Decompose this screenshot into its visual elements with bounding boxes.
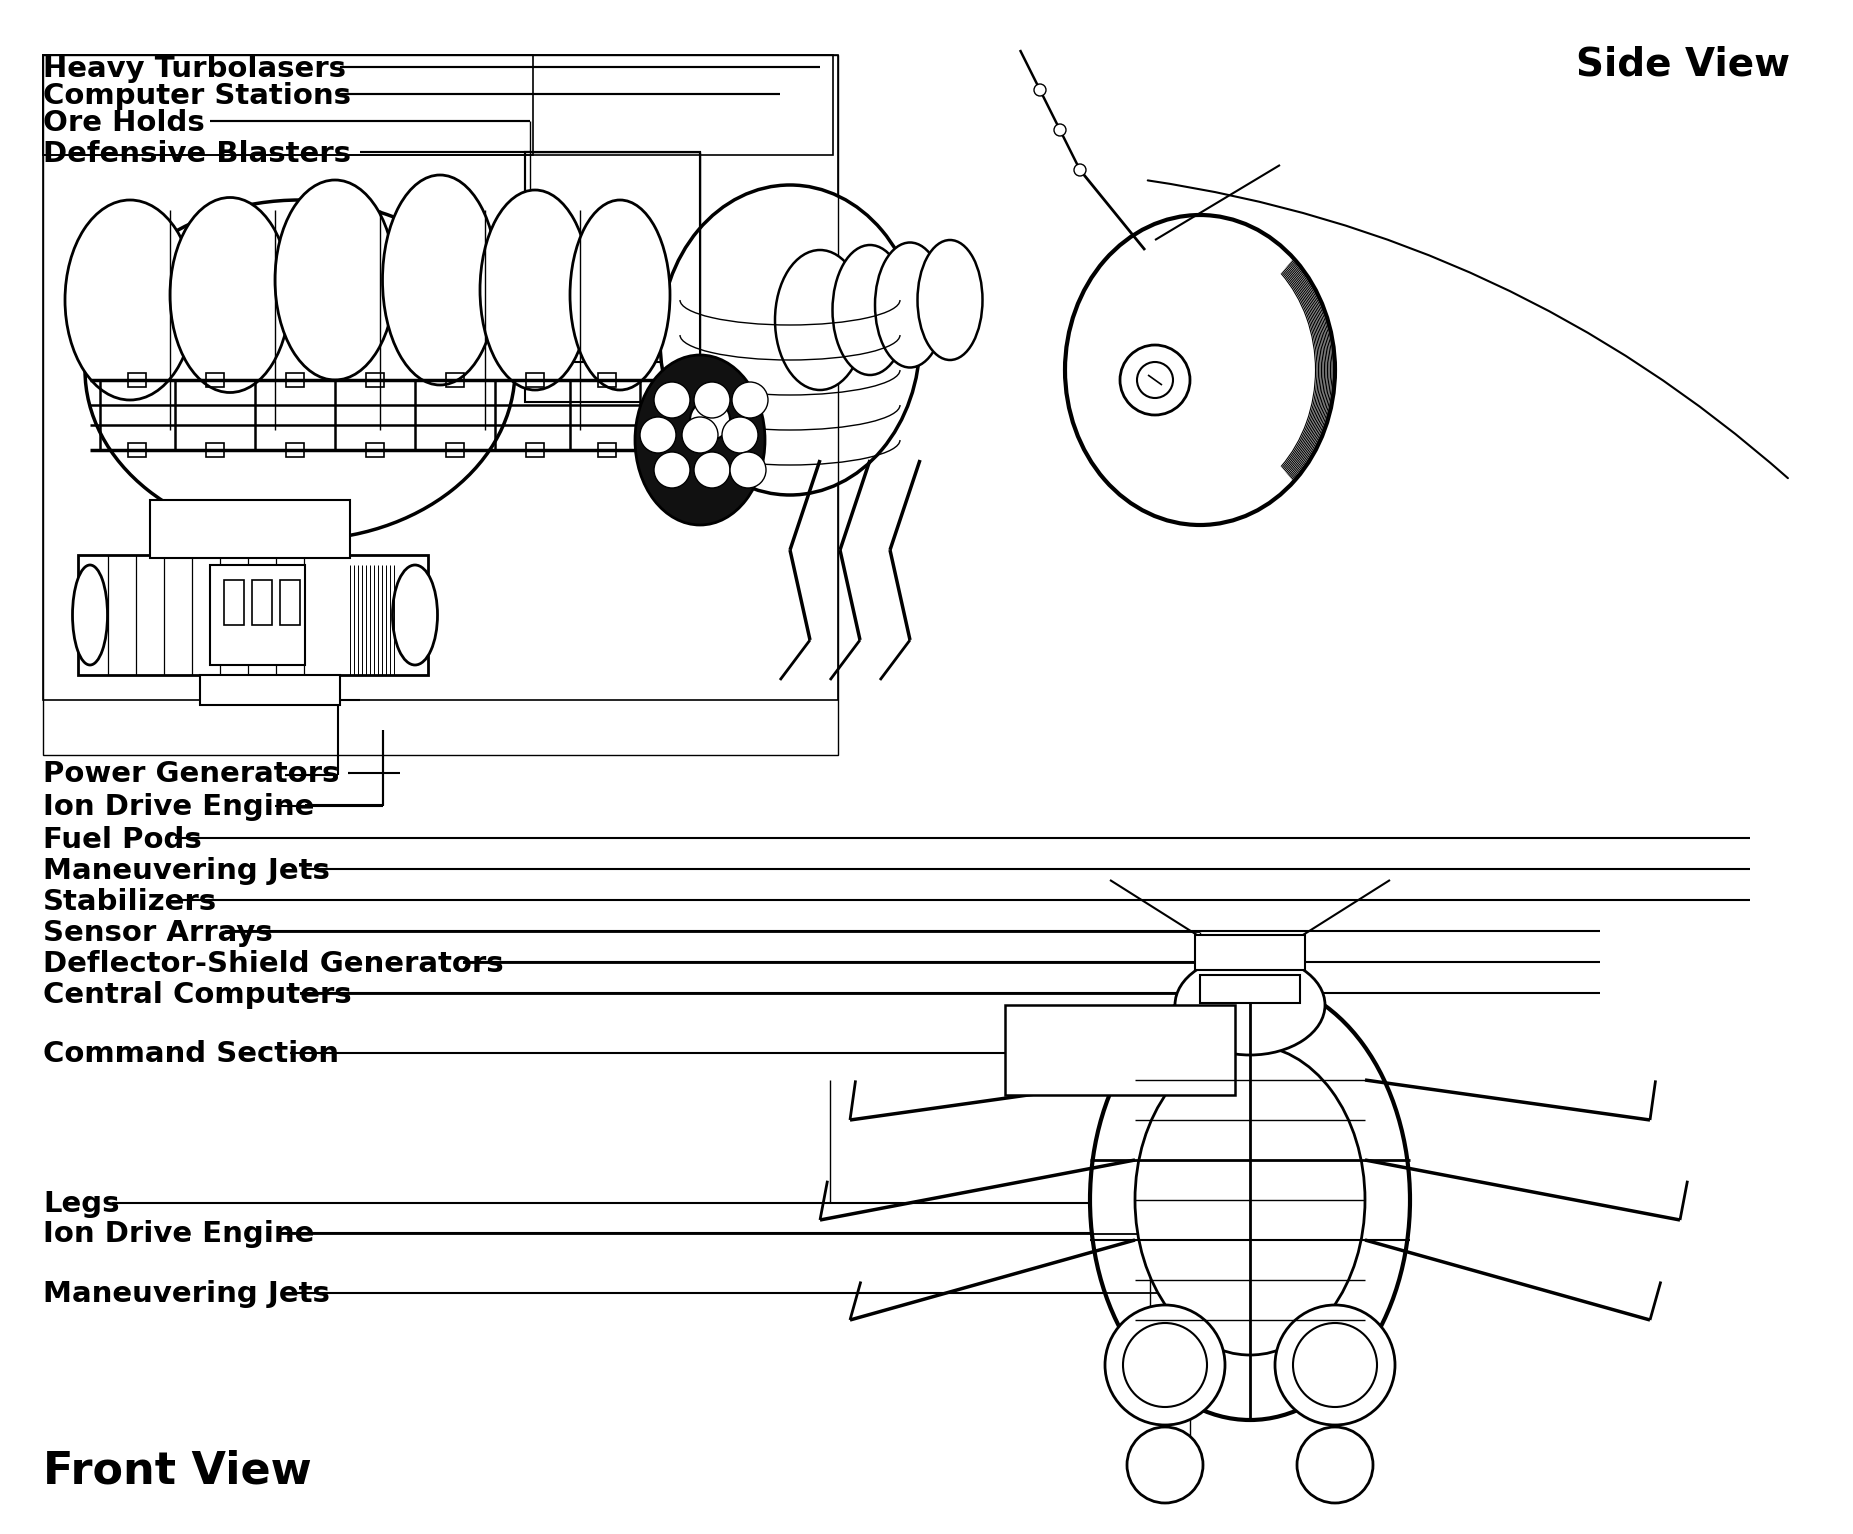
Circle shape — [682, 417, 717, 453]
Bar — [128, 373, 146, 387]
Bar — [526, 443, 545, 457]
Bar — [150, 500, 350, 558]
Bar — [447, 373, 463, 387]
Ellipse shape — [1090, 980, 1410, 1420]
Text: Heavy Turbolasers: Heavy Turbolasers — [43, 55, 347, 83]
Text: Side View: Side View — [1577, 44, 1790, 83]
Bar — [285, 443, 304, 457]
Circle shape — [689, 400, 730, 440]
Bar — [1004, 1005, 1234, 1095]
Bar — [43, 55, 834, 155]
Bar — [367, 373, 384, 387]
Ellipse shape — [660, 186, 919, 495]
Text: Deflector-Shield Generators: Deflector-Shield Generators — [43, 950, 504, 979]
Ellipse shape — [1065, 215, 1334, 525]
Bar — [599, 373, 615, 387]
Ellipse shape — [72, 565, 107, 666]
Bar — [599, 443, 615, 457]
Bar — [447, 443, 463, 457]
Circle shape — [1127, 1427, 1203, 1503]
Bar — [1195, 936, 1305, 969]
Bar — [206, 373, 224, 387]
Bar — [367, 443, 384, 457]
Ellipse shape — [875, 242, 945, 368]
Text: Stabilizers: Stabilizers — [43, 888, 217, 916]
Ellipse shape — [85, 199, 515, 540]
Circle shape — [1034, 84, 1045, 97]
Text: Power Generators: Power Generators — [43, 759, 339, 788]
Ellipse shape — [917, 239, 982, 360]
Circle shape — [1123, 1322, 1206, 1407]
Ellipse shape — [1175, 956, 1325, 1055]
Text: Maneuvering Jets: Maneuvering Jets — [43, 858, 330, 885]
Bar — [200, 675, 339, 706]
Bar — [252, 580, 272, 624]
Circle shape — [1104, 1305, 1225, 1425]
Text: Legs: Legs — [43, 1190, 119, 1218]
Bar — [285, 373, 304, 387]
Bar — [224, 580, 245, 624]
Bar — [78, 555, 428, 675]
Text: Central Computers: Central Computers — [43, 982, 352, 1009]
Circle shape — [730, 453, 765, 488]
Text: Fuel Pods: Fuel Pods — [43, 825, 202, 854]
Ellipse shape — [382, 175, 497, 385]
Ellipse shape — [636, 354, 765, 525]
Bar — [1201, 976, 1301, 1003]
Circle shape — [1119, 345, 1190, 416]
Circle shape — [695, 382, 730, 417]
Circle shape — [1275, 1305, 1395, 1425]
Circle shape — [639, 417, 676, 453]
Circle shape — [723, 417, 758, 453]
Text: Ion Drive Engine: Ion Drive Engine — [43, 793, 315, 821]
Ellipse shape — [393, 565, 437, 666]
Ellipse shape — [1136, 1045, 1366, 1355]
Ellipse shape — [170, 198, 291, 393]
Circle shape — [695, 453, 730, 488]
Bar — [209, 565, 306, 666]
Text: Defensive Blasters: Defensive Blasters — [43, 140, 350, 169]
Ellipse shape — [571, 199, 671, 390]
Bar — [43, 55, 534, 155]
Bar — [43, 55, 838, 755]
Circle shape — [732, 382, 767, 417]
Bar — [526, 373, 545, 387]
Bar — [524, 152, 700, 402]
Circle shape — [1297, 1427, 1373, 1503]
Ellipse shape — [832, 245, 908, 374]
Text: Command Section: Command Section — [43, 1040, 339, 1068]
Text: Front View: Front View — [43, 1450, 311, 1493]
Circle shape — [654, 453, 689, 488]
Ellipse shape — [775, 250, 865, 390]
Ellipse shape — [65, 199, 195, 400]
Circle shape — [654, 382, 689, 417]
Text: Maneuvering Jets: Maneuvering Jets — [43, 1279, 330, 1309]
Circle shape — [1138, 362, 1173, 397]
Bar — [280, 580, 300, 624]
Text: Sensor Arrays: Sensor Arrays — [43, 919, 272, 946]
Bar — [206, 443, 224, 457]
Circle shape — [1075, 164, 1086, 176]
Ellipse shape — [480, 190, 589, 390]
Text: Ore Holds: Ore Holds — [43, 109, 204, 137]
Circle shape — [1054, 124, 1065, 137]
Ellipse shape — [274, 179, 395, 380]
Bar — [524, 152, 700, 362]
Bar — [43, 55, 838, 700]
Text: Ion Drive Engine: Ion Drive Engine — [43, 1220, 315, 1249]
Circle shape — [1293, 1322, 1377, 1407]
Ellipse shape — [673, 370, 747, 469]
Bar — [128, 443, 146, 457]
Text: Computer Stations: Computer Stations — [43, 81, 350, 110]
